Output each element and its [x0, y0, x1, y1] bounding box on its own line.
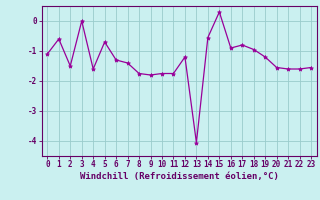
- X-axis label: Windchill (Refroidissement éolien,°C): Windchill (Refroidissement éolien,°C): [80, 172, 279, 181]
